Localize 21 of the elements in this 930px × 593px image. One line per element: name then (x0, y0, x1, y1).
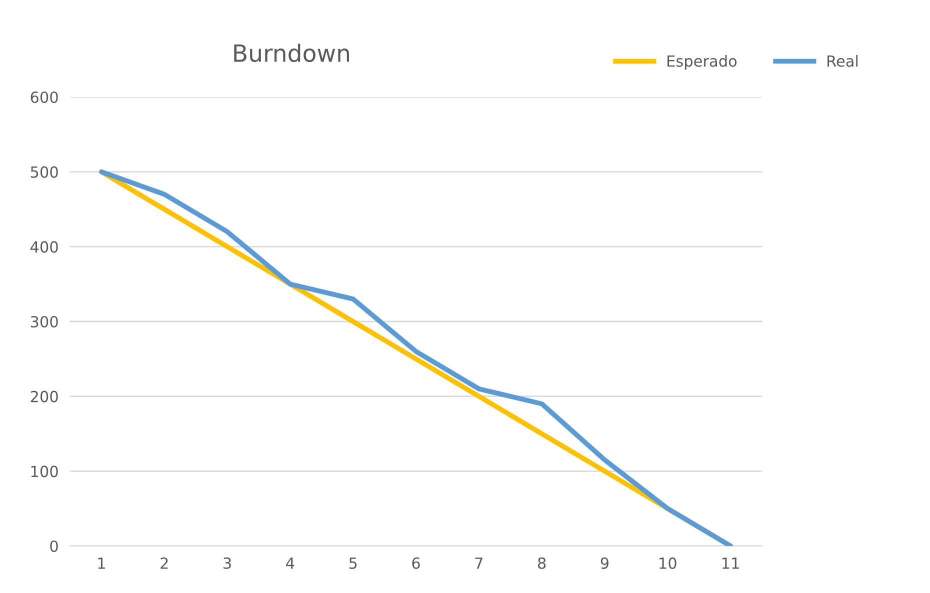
x-tick-label: 4 (286, 558, 294, 569)
x-tick-label: 9 (600, 557, 609, 569)
y-tick-label: 600 (30, 91, 58, 104)
x-tick-label: 6 (412, 557, 420, 569)
x-tick-label: 11 (722, 558, 739, 569)
x-tick-label: 5 (349, 558, 357, 569)
legend-label: Esperado (668, 54, 737, 70)
y-tick-label: 500 (30, 166, 58, 178)
chart-title: Burndown (234, 44, 349, 62)
y-tick-label: 200 (30, 390, 58, 402)
y-tick-label: 100 (31, 466, 58, 478)
y-tick-label: 400 (30, 241, 58, 253)
x-tick-label: 10 (660, 557, 676, 569)
x-tick-label: 8 (538, 557, 546, 569)
legend-label: Real (828, 54, 858, 67)
x-tick-label: 7 (475, 558, 482, 569)
x-tick-label: 3 (224, 557, 231, 569)
x-tick-label: 2 (160, 557, 168, 569)
x-tick-label: 1 (98, 558, 105, 569)
y-tick-label: 300 (30, 316, 58, 328)
y-tick-label: 0 (50, 540, 58, 552)
